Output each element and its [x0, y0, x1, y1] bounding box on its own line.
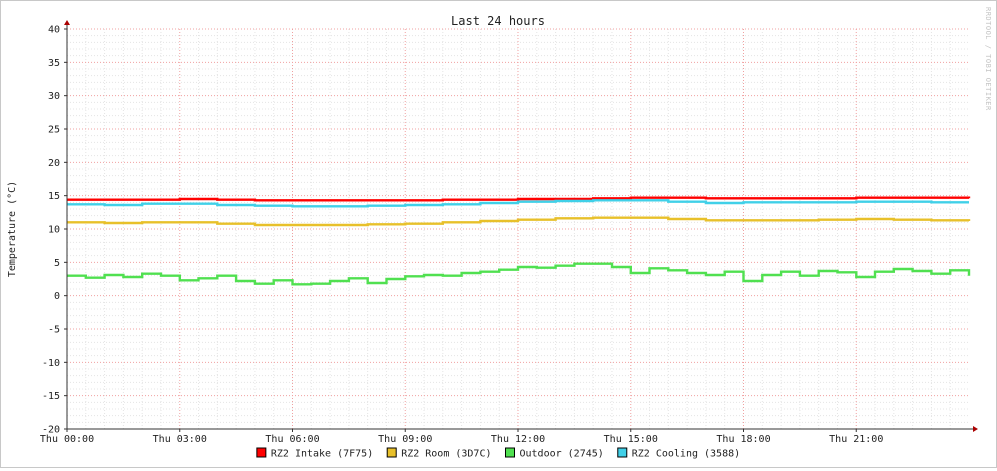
y-tick-label: 20 — [48, 158, 60, 169]
legend-label: RZ2 Intake (7F75) — [271, 449, 373, 460]
y-tick-label: 35 — [48, 58, 60, 69]
legend-swatch — [386, 447, 397, 458]
x-tick-label: Thu 09:00 — [378, 434, 432, 445]
x-tick-label: Thu 18:00 — [716, 434, 770, 445]
y-axis-arrow-icon — [64, 20, 70, 25]
x-axis-ticks: Thu 00:00 Thu 03:00 Thu 06:00 Thu 09:00 Thu … — [40, 434, 883, 445]
legend-label: Outdoor (2745) — [520, 449, 604, 460]
x-tick-label: Thu 15:00 — [604, 434, 658, 445]
y-tick-label: -15 — [42, 391, 60, 402]
y-axis-ticks: 40 35 30 25 20 15 10 5 0 -5 -10 -15 -20 — [42, 25, 60, 436]
legend-item: RZ2 Intake (7F75) — [256, 447, 373, 460]
x-tick-label: Thu 03:00 — [153, 434, 207, 445]
rrdtool-watermark: RRDTOOL / TOBI OETIKER — [984, 7, 992, 111]
y-tick-label: 25 — [48, 125, 60, 136]
series-line-4 — [67, 199, 969, 208]
series-line-2 — [67, 216, 971, 227]
legend-item: Outdoor (2745) — [505, 447, 604, 460]
y-tick-label: 0 — [54, 291, 60, 302]
chart-title: Last 24 hours — [451, 14, 545, 28]
x-tick-label: Thu 00:00 — [40, 434, 94, 445]
y-tick-label: 40 — [48, 25, 60, 36]
legend-label: RZ2 Room (3D7C) — [401, 449, 491, 460]
y-axis-label: Temperature (°C) — [7, 181, 18, 277]
legend-swatch — [505, 447, 515, 458]
series-line-3 — [67, 262, 971, 286]
x-tick-label: Thu 21:00 — [829, 434, 883, 445]
y-tick-label: -10 — [42, 358, 60, 369]
legend-item: RZ2 Cooling (3588) — [617, 447, 740, 460]
y-tick-label: -5 — [48, 325, 60, 336]
series-lines — [67, 196, 971, 286]
series-line-1 — [67, 196, 971, 202]
y-tick-label: 30 — [48, 91, 60, 102]
legend: RZ2 Intake (7F75) RZ2 Room (3D7C) Outdoor … — [256, 447, 740, 460]
legend-item: RZ2 Room (3D7C) — [386, 447, 492, 460]
legend-swatch — [256, 447, 267, 458]
y-tick-label: 15 — [48, 191, 60, 202]
y-tick-label: 10 — [48, 225, 60, 236]
legend-label: RZ2 Cooling (3588) — [632, 449, 740, 460]
grid — [66, 28, 969, 430]
axes — [64, 20, 978, 432]
x-tick-label: Thu 12:00 — [491, 434, 545, 445]
x-axis-arrow-icon — [973, 426, 978, 432]
y-tick-label: -20 — [42, 425, 60, 436]
legend-swatch — [617, 447, 628, 458]
y-tick-label: 5 — [54, 258, 60, 269]
x-tick-label: Thu 06:00 — [265, 434, 319, 445]
